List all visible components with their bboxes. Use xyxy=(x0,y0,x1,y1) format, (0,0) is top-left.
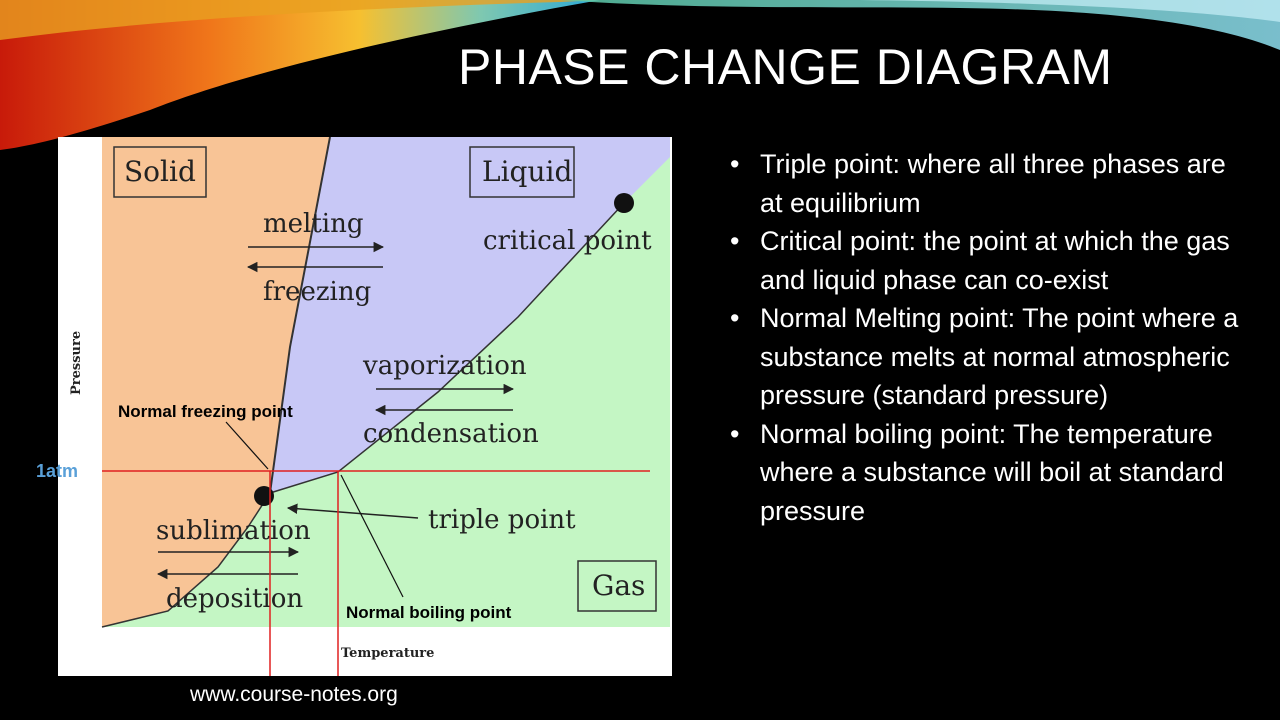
triple-point-dot xyxy=(254,486,274,506)
decorative-swoosh-background xyxy=(0,0,1280,150)
sublimation-label: sublimation xyxy=(156,516,311,546)
normal-boiling-point-label: Normal boiling point xyxy=(346,603,512,622)
bullet-triple-point: Triple point: where all three phases are… xyxy=(728,145,1248,222)
melting-curve xyxy=(269,137,331,494)
website-credit: www.course-notes.org xyxy=(190,683,398,706)
gas-label-box xyxy=(577,560,657,612)
bullet-normal-boiling-point: Normal boiling point: The temperature wh… xyxy=(728,415,1248,531)
vaporization-curve xyxy=(269,202,625,494)
bullet-critical-point: Critical point: the point at which the g… xyxy=(728,222,1248,299)
critical-point-label: critical point xyxy=(483,226,652,256)
liquid-region xyxy=(270,137,670,493)
freezing-label: freezing xyxy=(263,277,371,307)
melting-label: melting xyxy=(263,209,364,239)
one-atm-label: 1atm xyxy=(36,461,79,481)
definition-list: Triple point: where all three phases are… xyxy=(728,145,1248,530)
deposition-label: deposition xyxy=(166,584,303,614)
liquid-label-box xyxy=(469,146,575,198)
pressure-axis-label: Pressure xyxy=(69,331,84,395)
condensation-label: condensation xyxy=(363,419,539,449)
solid-label: Solid xyxy=(124,155,196,188)
triple-point-label: triple point xyxy=(428,505,576,535)
critical-point-dot xyxy=(614,193,634,213)
vaporization-label: vaporization xyxy=(362,351,527,381)
solid-region xyxy=(102,137,330,627)
liquid-label: Liquid xyxy=(482,155,572,188)
sublimation-curve xyxy=(101,492,271,628)
slide-title: PHASE CHANGE DIAGRAM xyxy=(458,39,1113,95)
freezing-point-pointer xyxy=(225,421,269,470)
boiling-point-pointer xyxy=(340,474,404,598)
temperature-axis-label: Temperature xyxy=(341,646,434,661)
solid-label-box xyxy=(113,146,207,198)
normal-freezing-point-label: Normal freezing point xyxy=(118,402,293,421)
phase-diagram: Solid Liquid Gas melting freezing vapori… xyxy=(58,137,672,676)
bullet-normal-melting-point: Normal Melting point: The point where a … xyxy=(728,299,1248,415)
triple-point-pointer xyxy=(286,503,419,519)
gas-label: Gas xyxy=(592,569,645,602)
